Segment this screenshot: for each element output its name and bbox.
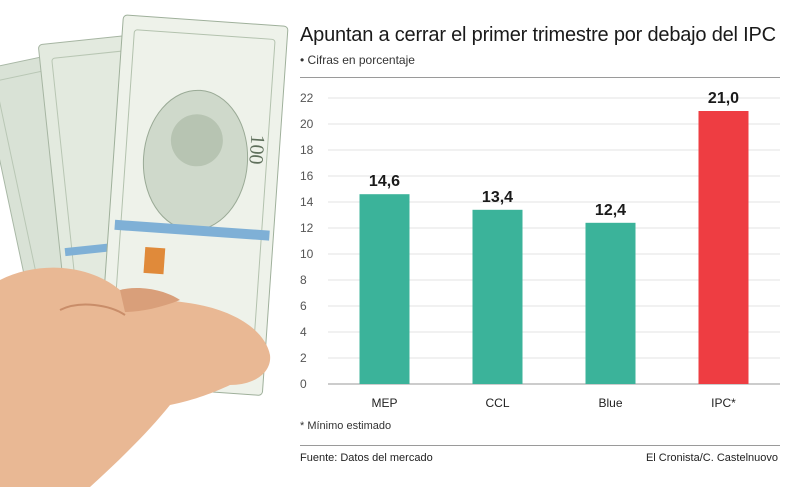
- y-tick-label: 2: [300, 351, 307, 365]
- y-tick-label: 8: [300, 273, 307, 287]
- y-tick-label: 4: [300, 325, 307, 339]
- y-tick-label: 10: [300, 247, 314, 261]
- value-label: 14,6: [369, 173, 400, 190]
- bar-blue: [585, 222, 636, 384]
- y-tick-label: 18: [300, 143, 314, 157]
- y-tick-label: 6: [300, 299, 307, 313]
- value-label: 21,0: [708, 90, 739, 107]
- chart-title: Apuntan a cerrar el primer trimestre por…: [300, 24, 776, 46]
- bar-ipc: [698, 111, 749, 384]
- bill-denomination: 100: [244, 134, 268, 165]
- bar-chart: 0 2 4 6 8 10 12 14 16 18 20 22 14,6 MEP 13,4 CCL 12,4 Blu…: [300, 90, 780, 410]
- value-label: 12,4: [595, 202, 626, 219]
- chart-source: Fuente: Datos del mercado: [300, 452, 433, 464]
- bar-ccl: [472, 209, 523, 384]
- y-tick-label: 14: [300, 195, 314, 209]
- x-tick-label: Blue: [598, 396, 622, 410]
- x-tick-label: MEP: [371, 396, 397, 410]
- y-tick-label: 20: [300, 117, 314, 131]
- bar-mep: [359, 194, 410, 384]
- y-tick-label: 22: [300, 91, 314, 105]
- value-label: 13,4: [482, 189, 513, 206]
- x-tick-label: CCL: [485, 396, 509, 410]
- y-tick-label: 0: [300, 377, 307, 391]
- title-divider: [300, 77, 780, 78]
- chart-subtitle: • Cifras en porcentaje: [300, 53, 415, 67]
- footer-divider: [300, 445, 780, 446]
- chart-credit: El Cronista/C. Castelnuovo: [645, 452, 778, 464]
- y-tick-label: 16: [300, 169, 314, 183]
- y-tick-label: 12: [300, 221, 314, 235]
- x-tick-label: IPC*: [711, 396, 736, 410]
- chart-note: * Mínimo estimado: [300, 420, 392, 432]
- dollar-bills-photo: 100 100: [0, 0, 290, 487]
